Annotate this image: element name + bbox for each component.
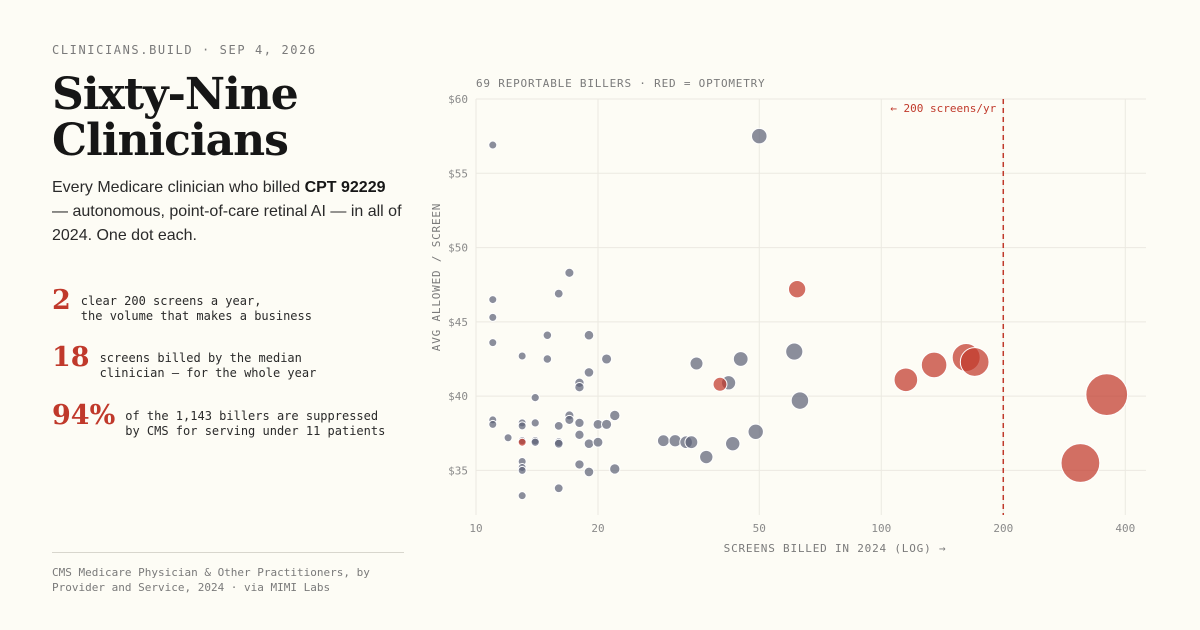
x-axis-label: SCREENS BILLED IN 2024 (LOG) → (724, 542, 947, 555)
other-point (601, 353, 613, 365)
y-tick-label: $50 (448, 242, 468, 255)
other-point (689, 356, 704, 371)
other-point (583, 438, 595, 449)
other-point (503, 433, 513, 443)
y-tick-label: $45 (448, 316, 468, 329)
optometry-point (959, 347, 990, 377)
stat-suppressed: 94% of the 1,143 billers are suppressed b… (52, 400, 386, 439)
other-point (517, 351, 527, 361)
other-point (553, 288, 564, 299)
stat-median: 18 screens billed by the median clinician… (52, 342, 317, 381)
other-point (488, 295, 498, 305)
other-point (668, 434, 682, 448)
other-point (574, 429, 585, 440)
chart-ticks: $35 $40 $45 $50 $55 $60 10 20 50 100 200 400 (448, 93, 1135, 535)
other-point (553, 420, 564, 431)
other-point (574, 459, 585, 470)
other-point (732, 351, 749, 367)
other-point (517, 465, 527, 475)
x-tick-label: 20 (591, 522, 604, 535)
optometry-point (920, 351, 948, 379)
y-tick-label: $35 (448, 464, 468, 477)
other-point (785, 342, 804, 361)
source-note: CMS Medicare Physician & Other Practitio… (52, 566, 370, 594)
other-point (488, 140, 498, 150)
other-point (601, 418, 613, 430)
red-points (517, 280, 1129, 483)
x-tick-label: 50 (753, 522, 766, 535)
other-point (747, 423, 764, 440)
y-tick-label: $60 (448, 93, 468, 106)
x-tick-label: 100 (871, 522, 891, 535)
headline-line-1: Sixty-Nine (52, 69, 299, 120)
optometry-point (1085, 373, 1129, 417)
other-point (583, 466, 595, 478)
x-tick-label: 400 (1115, 522, 1135, 535)
other-point (553, 438, 564, 449)
stat-text: clear 200 screens a year, the volume that… (80, 294, 312, 323)
x-tick-label: 200 (993, 522, 1013, 535)
other-point (564, 267, 575, 278)
other-point (592, 436, 604, 448)
headline-line-2: Clinicians (52, 115, 289, 166)
other-point (530, 437, 540, 447)
stat-number: 94% (52, 400, 116, 431)
other-point (656, 434, 670, 448)
other-point (725, 435, 741, 452)
chart-subtitle: 69 REPORTABLE BILLERS · RED = OPTOMETRY (476, 77, 765, 90)
optometry-point (712, 376, 728, 392)
other-point (790, 391, 810, 410)
y-axis-label: AVG ALLOWED / SCREEN (430, 203, 443, 351)
other-point (609, 409, 621, 422)
scatter-chart: $35 $40 $45 $50 $55 $60 10 20 50 100 200 400 ← 200 … (430, 77, 1146, 555)
dek: Every Medicare clinician who billed CPT … (52, 176, 402, 248)
headline: Sixty-Nine Clinicians (52, 72, 412, 164)
other-point (530, 418, 540, 428)
stat-number: 2 (52, 285, 71, 316)
y-tick-label: $55 (448, 167, 468, 180)
dek-post: — autonomous, point-of-care retinal AI —… (52, 203, 402, 244)
other-point (517, 421, 527, 431)
other-point (488, 312, 498, 322)
other-point (542, 354, 553, 364)
other-point (542, 330, 553, 340)
other-point (564, 414, 575, 425)
other-point (574, 417, 585, 429)
optometry-point (787, 280, 807, 299)
x-tick-label: 10 (469, 522, 482, 535)
chart-grid (475, 98, 1146, 515)
stat-number: 18 (52, 342, 90, 373)
kicker: CLINICIANS.BUILD · SEP 4, 2026 (52, 43, 317, 57)
other-point (488, 338, 498, 348)
other-point (684, 435, 699, 450)
stat-text: screens billed by the median clinician — … (99, 351, 317, 380)
optometry-point (517, 437, 527, 447)
other-point (699, 449, 714, 465)
optometry-point (1060, 443, 1101, 483)
other-point (517, 491, 527, 501)
other-point (583, 367, 595, 378)
dek-code: CPT 92229 (304, 179, 386, 196)
optometry-point (893, 367, 919, 393)
other-point (583, 329, 595, 341)
threshold-label: ← 200 screens/yr (890, 102, 996, 115)
stat-over-200: 2 clear 200 screens a year, the volume th… (52, 285, 312, 324)
other-point (609, 463, 621, 475)
other-point (750, 127, 768, 145)
dek-pre: Every Medicare clinician who billed (52, 179, 305, 196)
y-tick-label: $40 (448, 390, 468, 403)
other-point (488, 419, 498, 429)
other-point (530, 393, 540, 403)
other-point (574, 382, 585, 393)
other-point (553, 483, 564, 494)
divider (52, 552, 404, 553)
stat-text: of the 1,143 billers are suppressed by CM… (125, 409, 386, 438)
slate-points (488, 127, 810, 501)
